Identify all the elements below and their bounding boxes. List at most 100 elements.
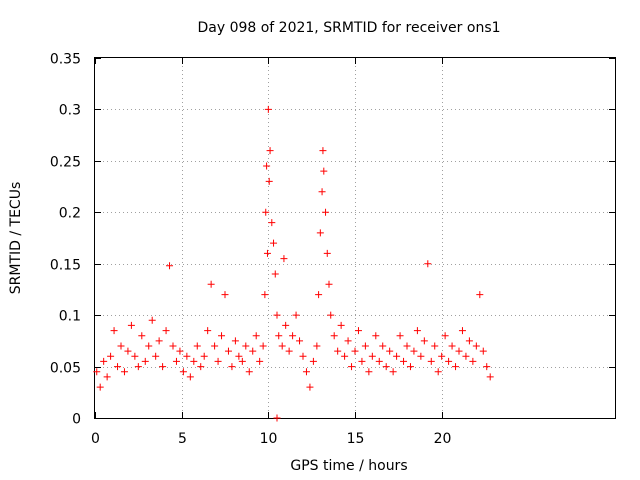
y-tick-label: 0.25 — [50, 155, 81, 171]
data-point — [207, 280, 215, 288]
data-point — [445, 357, 453, 365]
data-point — [344, 337, 352, 345]
data-point — [323, 249, 331, 257]
data-point — [155, 337, 163, 345]
data-point — [197, 363, 205, 371]
data-point — [455, 347, 463, 355]
data-point — [413, 327, 421, 335]
data-point — [186, 373, 194, 381]
data-point — [424, 260, 432, 268]
data-point — [172, 357, 180, 365]
data-point — [148, 316, 156, 324]
data-point — [262, 208, 270, 216]
data-point — [273, 311, 281, 319]
data-point — [114, 363, 122, 371]
x-axis-label: GPS time / hours — [290, 458, 407, 474]
data-point — [221, 291, 229, 299]
data-point — [479, 347, 487, 355]
data-point — [319, 147, 327, 155]
data-point — [334, 347, 342, 355]
data-point — [354, 327, 362, 335]
data-point — [238, 357, 246, 365]
data-point — [159, 363, 167, 371]
data-point — [138, 332, 146, 340]
data-point — [472, 342, 480, 350]
data-point — [169, 342, 177, 350]
data-point — [320, 167, 328, 175]
data-point — [193, 342, 201, 350]
data-point — [441, 332, 449, 340]
data-point — [327, 311, 335, 319]
data-point — [322, 208, 330, 216]
data-point — [271, 270, 279, 278]
data-point — [204, 327, 212, 335]
data-point — [252, 332, 260, 340]
data-point — [256, 357, 264, 365]
data-point — [292, 311, 300, 319]
data-point — [406, 363, 414, 371]
data-point — [389, 368, 397, 376]
data-point — [379, 342, 387, 350]
data-point — [382, 363, 390, 371]
data-point — [249, 347, 257, 355]
data-point — [263, 249, 271, 257]
data-point — [400, 357, 408, 365]
data-point — [285, 347, 293, 355]
y-tick-label: 0.05 — [50, 361, 81, 377]
data-point — [348, 363, 356, 371]
chart-title: Day 098 of 2021, SRMTID for receiver ons… — [197, 20, 500, 36]
data-point — [452, 363, 460, 371]
data-point — [309, 357, 317, 365]
data-point — [224, 347, 232, 355]
data-point — [120, 368, 128, 376]
data-point — [289, 332, 297, 340]
data-point — [315, 291, 323, 299]
data-point — [302, 368, 310, 376]
data-point — [183, 352, 191, 360]
data-point — [176, 347, 184, 355]
data-point — [337, 321, 345, 329]
y-tick-label: 0.1 — [59, 309, 81, 325]
data-point — [259, 342, 267, 350]
data-point — [282, 321, 290, 329]
data-point — [448, 342, 456, 350]
data-point — [420, 337, 428, 345]
data-point — [462, 352, 470, 360]
data-point — [231, 337, 239, 345]
y-tick-label: 0 — [72, 412, 81, 428]
data-point — [330, 332, 338, 340]
data-point — [100, 357, 108, 365]
data-point — [261, 291, 269, 299]
data-point — [93, 368, 101, 376]
data-point — [417, 352, 425, 360]
data-point — [396, 332, 404, 340]
data-point — [110, 327, 118, 335]
data-point — [190, 357, 198, 365]
x-tick-label: 5 — [178, 431, 187, 447]
data-point — [351, 347, 359, 355]
data-point — [162, 327, 170, 335]
data-point — [486, 373, 494, 381]
data-point — [127, 321, 135, 329]
data-point — [483, 363, 491, 371]
data-point — [263, 162, 271, 170]
data-point — [278, 342, 286, 350]
data-point — [368, 352, 376, 360]
data-point — [245, 368, 253, 376]
data-point — [152, 352, 160, 360]
x-tick-label: 20 — [434, 431, 452, 447]
data-point — [134, 363, 142, 371]
data-point — [218, 332, 226, 340]
data-point — [275, 332, 283, 340]
y-tick-label: 0.2 — [59, 206, 81, 222]
data-point — [393, 352, 401, 360]
axis-ticks: 0 0.05 0.1 0.15 0.2 0.25 0.3 0.35 0 5 10 15 20 — [50, 52, 615, 447]
data-point — [242, 342, 250, 350]
x-tick-label: 10 — [260, 431, 278, 447]
data-point — [268, 219, 276, 227]
data-point — [427, 357, 435, 365]
data-point — [410, 347, 418, 355]
data-point — [431, 342, 439, 350]
data-point — [313, 342, 321, 350]
y-tick-label: 0.35 — [50, 52, 81, 68]
